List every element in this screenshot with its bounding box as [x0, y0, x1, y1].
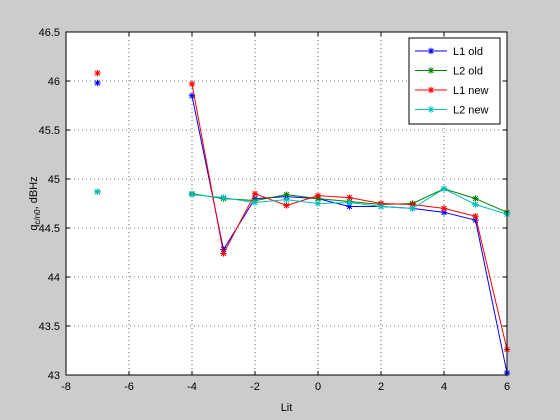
marker-stroke: [441, 205, 447, 212]
data-point: [472, 195, 479, 202]
legend-label: L2 new: [453, 105, 489, 117]
series-l2-new: [94, 185, 511, 218]
y-tick-label: 46: [48, 76, 60, 88]
legend-marker: [427, 86, 435, 94]
marker-stroke: [441, 186, 447, 192]
x-tick-label: 2: [378, 381, 384, 393]
y-axis-label-suffix: , dBHz: [28, 176, 40, 209]
x-tick-label: -8: [61, 381, 71, 393]
marker-stroke: [283, 202, 290, 209]
marker-stroke: [315, 192, 321, 199]
data-point: [283, 191, 290, 198]
series-l1-new: [94, 69, 511, 353]
legend-item: L1 old: [415, 46, 483, 58]
legend-label: L2 old: [453, 66, 483, 78]
data-point: [251, 199, 259, 206]
data-point: [188, 80, 196, 88]
x-tick-label: 4: [441, 381, 447, 393]
x-tick-label: -4: [187, 381, 197, 393]
data-point: [314, 200, 322, 207]
x-tick-label: -2: [250, 381, 260, 393]
x-tick-label: 0: [315, 381, 321, 393]
data-point: [472, 201, 479, 208]
marker-stroke: [346, 194, 353, 201]
marker-stroke: [378, 203, 384, 210]
marker-stroke: [94, 70, 101, 76]
legend-marker: [427, 67, 435, 74]
marker-stroke: [472, 217, 479, 223]
data-point: [314, 192, 322, 199]
data-point: [94, 188, 101, 195]
legend-label: L1 old: [453, 46, 483, 58]
data-point: [440, 185, 448, 192]
y-tick-label: 43: [48, 370, 60, 382]
marker-stroke: [428, 48, 434, 54]
y-tick-label: 45.5: [39, 125, 60, 137]
legend: L1 old L2 old L1 new L2 new: [408, 37, 501, 125]
marker-stroke: [283, 196, 290, 203]
data-point: [220, 250, 227, 257]
marker-stroke: [472, 195, 479, 202]
y-tick-label: 43.5: [39, 321, 60, 333]
legend-item: L1 new: [415, 85, 489, 97]
data-point: [188, 191, 196, 198]
marker-stroke: [189, 191, 195, 198]
marker-stroke: [315, 200, 321, 207]
marker-stroke: [220, 194, 227, 201]
marker-stroke: [428, 67, 434, 74]
marker-stroke: [252, 199, 258, 206]
plot-frame: [65, 31, 508, 376]
data-point: [94, 79, 101, 87]
marker-stroke: [252, 190, 258, 197]
data-point: [472, 213, 479, 220]
marker-stroke: [283, 191, 290, 198]
legend-item: L2 new: [415, 105, 489, 117]
series-group: [94, 69, 511, 377]
marker-stroke: [472, 213, 479, 219]
data-point: [251, 190, 259, 197]
y-axis-label-subscript: c/n0: [33, 209, 42, 225]
marker-stroke: [409, 205, 416, 212]
data-point: [220, 194, 227, 201]
data-point: [94, 69, 101, 77]
y-axis-label: qc/n0, dBHz: [28, 176, 42, 230]
marker-stroke: [189, 81, 195, 87]
y-tick-label: 44: [48, 272, 60, 284]
marker-stroke: [428, 87, 434, 93]
x-tick-label: -6: [124, 381, 134, 393]
legend-label: L1 new: [453, 85, 489, 97]
marker-stroke: [94, 188, 101, 195]
marker-stroke: [472, 201, 479, 208]
x-axis-label: Lit: [281, 402, 293, 414]
data-point: [440, 209, 448, 216]
marker-stroke: [220, 246, 227, 253]
data-point: [377, 203, 385, 210]
marker-stroke: [346, 199, 353, 206]
legend-marker: [427, 106, 435, 113]
marker-stroke: [346, 203, 353, 210]
y-axis-label-main: q: [28, 225, 40, 231]
y-tick-label: 46.5: [39, 27, 60, 39]
data-point: [409, 205, 416, 212]
marker-stroke: [441, 209, 447, 216]
y-tick-label: 45: [48, 174, 60, 186]
data-point: [283, 196, 290, 203]
data-point: [440, 205, 448, 212]
legend-item: L2 old: [415, 66, 483, 78]
marker-stroke: [220, 250, 227, 257]
marker-stroke: [94, 80, 101, 86]
marker-stroke: [428, 106, 434, 113]
marker-stroke: [409, 201, 416, 208]
legend-marker: [427, 47, 435, 55]
data-point: [346, 203, 353, 210]
y-tick-label: 44.5: [39, 223, 60, 235]
data-point: [346, 199, 353, 206]
data-point: [283, 202, 290, 209]
x-tick-label: 6: [504, 381, 510, 393]
